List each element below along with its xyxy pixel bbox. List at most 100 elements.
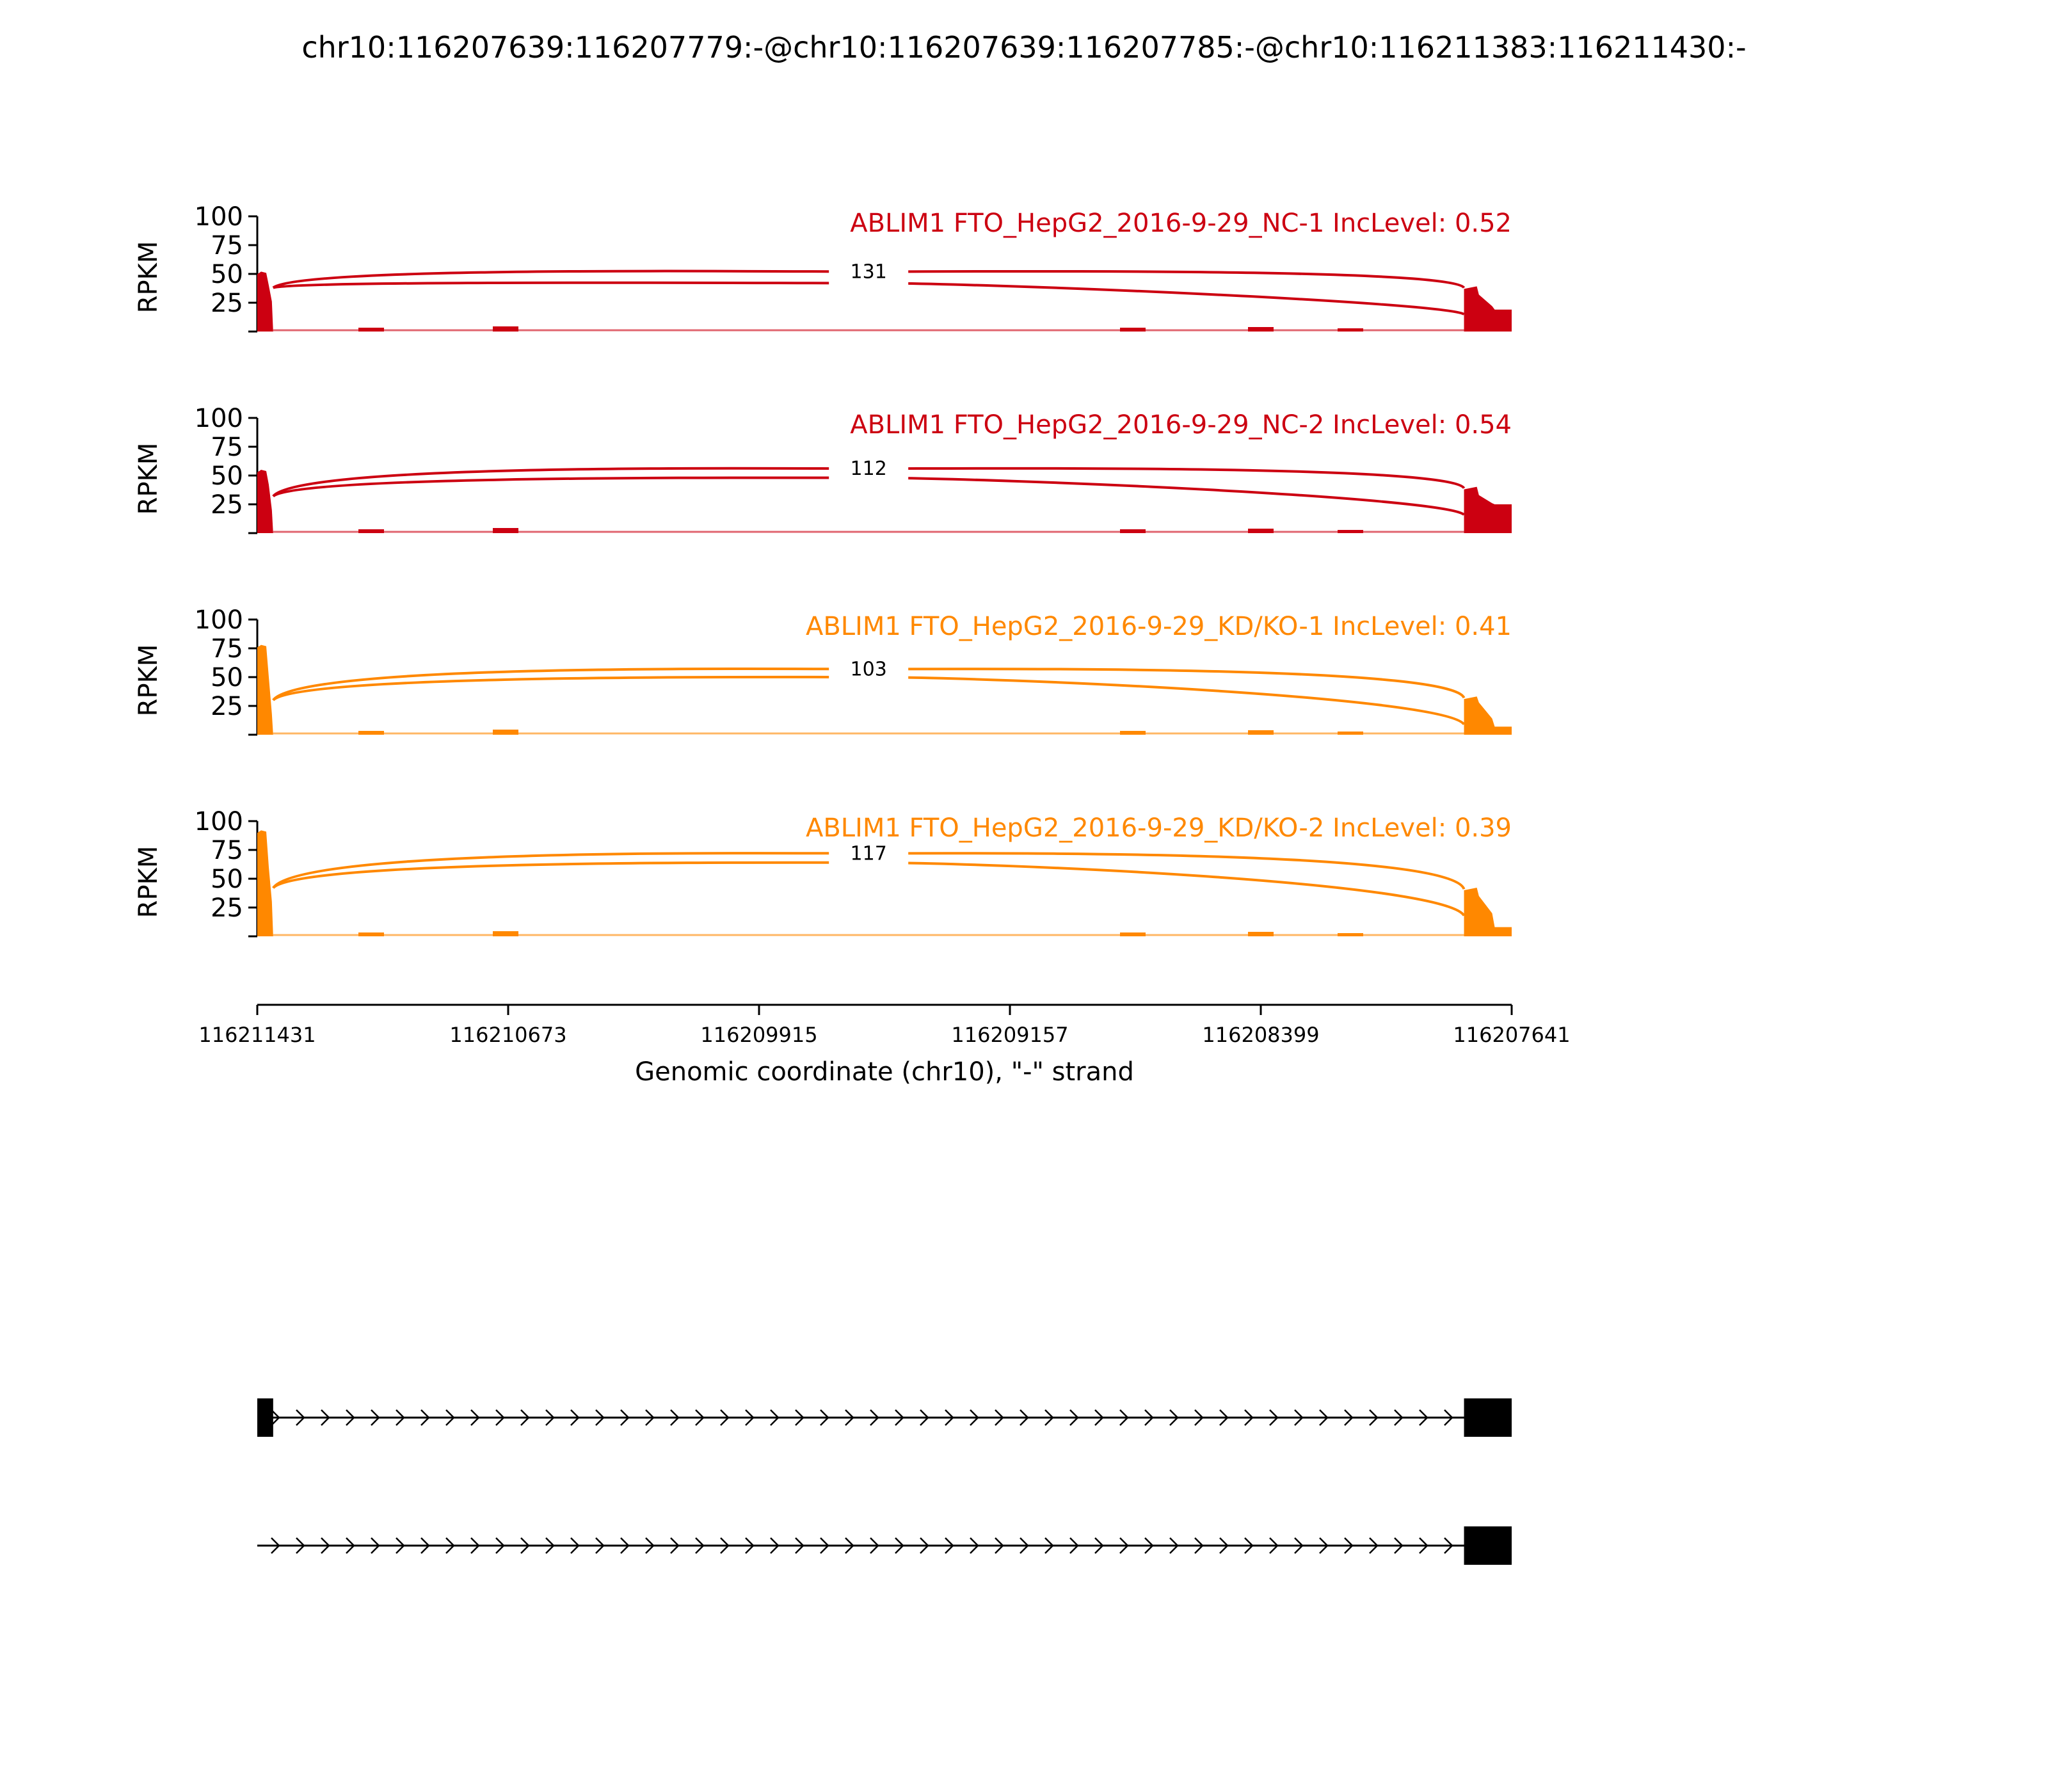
strand-arrow-icon (1394, 1537, 1404, 1554)
y-tick-label: 50 (211, 461, 243, 491)
coverage-intron-bump (1248, 932, 1274, 936)
coverage-intron-bump (358, 529, 384, 533)
strand-arrow-icon (770, 1537, 780, 1554)
coverage-intron-bump (493, 528, 518, 533)
strand-arrow-icon (1244, 1409, 1254, 1426)
x-tick-label: 116208399 (1202, 1023, 1319, 1047)
coverage-intron-bump (1338, 933, 1363, 936)
strand-arrow-icon (495, 1537, 505, 1554)
strand-arrow-icon (1194, 1537, 1204, 1554)
strand-arrow-icon (1044, 1537, 1054, 1554)
strand-arrow-icon (296, 1409, 305, 1426)
track-label: ABLIM1 FTO_HepG2_2016-9-29_NC-1 IncLevel… (850, 209, 1512, 238)
y-tick-label: 75 (211, 836, 243, 865)
y-tick-label: 100 (195, 807, 243, 836)
strand-arrow-icon (945, 1537, 954, 1554)
x-tick-label: 116207641 (1453, 1023, 1570, 1047)
y-tick-label: 75 (211, 433, 243, 462)
strand-arrow-icon (595, 1537, 605, 1554)
coverage-intron-bump (1248, 529, 1274, 533)
strand-arrow-icon (570, 1409, 580, 1426)
y-tick-label: 50 (211, 865, 243, 894)
strand-arrow-icon (595, 1409, 605, 1426)
strand-arrow-icon (470, 1537, 480, 1554)
transcript-models (257, 1398, 1512, 1565)
coverage-exon-right (1464, 486, 1512, 533)
y-tick-label: 50 (211, 663, 243, 692)
strand-arrow-icon (1119, 1537, 1129, 1554)
coverage-intron-bump (1120, 932, 1146, 936)
strand-arrow-icon (1069, 1537, 1079, 1554)
strand-arrow-icon (445, 1537, 455, 1554)
strand-arrow-icon (396, 1409, 405, 1426)
strand-arrow-icon (1194, 1409, 1204, 1426)
coverage-intron-bump (358, 328, 384, 332)
coverage-exon-right (1464, 888, 1512, 936)
x-axis: 116211431 116210673 116209915 116209157 1162… (198, 1004, 1571, 1087)
coverage-intron-bump (1338, 328, 1363, 332)
strand-arrow-icon (1119, 1409, 1129, 1426)
coverage-intron-bump (493, 730, 518, 735)
coverage-intron-bump (358, 932, 384, 936)
strand-arrow-icon (296, 1537, 305, 1554)
y-axis-label: RPKM (134, 644, 163, 717)
transcript-2 (257, 1526, 1512, 1565)
strand-arrow-icon (795, 1409, 804, 1426)
coverage-exon-left (257, 470, 273, 533)
strand-arrow-icon (1319, 1537, 1329, 1554)
strand-arrow-icon (1319, 1409, 1329, 1426)
strand-arrow-icon (1069, 1409, 1079, 1426)
strand-arrow-icon (1020, 1409, 1029, 1426)
strand-arrow-icon (420, 1537, 430, 1554)
strand-arrow-icon (695, 1537, 705, 1554)
junction-count-label: 117 (851, 842, 887, 865)
coverage-exon-left (257, 644, 273, 735)
junction-count-box (829, 257, 909, 286)
strand-arrow-icon (520, 1537, 530, 1554)
junction-arc-inner (272, 476, 1465, 516)
strand-arrow-icon (520, 1409, 530, 1426)
strand-arrow-icon (346, 1537, 355, 1554)
strand-arrow-icon (920, 1409, 929, 1426)
junction-count-label: 103 (851, 658, 887, 680)
strand-arrow-icon (271, 1537, 280, 1554)
coverage-intron-bump (1338, 530, 1363, 533)
strand-arrow-icon (895, 1409, 904, 1426)
strand-arrow-icon (1369, 1537, 1379, 1554)
exon-block (257, 1398, 273, 1437)
track-label: ABLIM1 FTO_HepG2_2016-9-29_NC-2 IncLevel… (850, 410, 1512, 440)
coverage-exon-left (257, 271, 273, 332)
coverage-intron-bump (1248, 730, 1274, 735)
strand-arrow-icon (845, 1409, 854, 1426)
strand-arrow-icon (1294, 1409, 1304, 1426)
y-tick-label: 100 (195, 404, 243, 433)
strand-arrow-icon (570, 1537, 580, 1554)
strand-arrow-icon (545, 1409, 555, 1426)
strand-arrow-icon (271, 1409, 280, 1426)
coverage-intron-bump (493, 931, 518, 936)
strand-arrow-icon (1419, 1537, 1428, 1554)
figure-title: chr10:116207639:116207779:-@chr10:116207… (301, 30, 1746, 65)
y-tick-label: 25 (211, 893, 243, 923)
strand-arrow-icon (420, 1409, 430, 1426)
strand-arrow-icon (371, 1409, 380, 1426)
strand-arrow-icon (645, 1537, 655, 1554)
y-axis-label: RPKM (134, 241, 163, 314)
strand-arrow-icon (620, 1537, 630, 1554)
strand-arrow-icon (670, 1537, 680, 1554)
junction-arc-inner (273, 281, 1465, 316)
strand-arrow-icon (1269, 1537, 1279, 1554)
strand-arrow-icon (1044, 1409, 1054, 1426)
strand-arrow-icon (745, 1409, 755, 1426)
x-axis-label: Genomic coordinate (chr10), "-" strand (635, 1057, 1134, 1087)
track-label: ABLIM1 FTO_HepG2_2016-9-29_KD/KO-1 IncLe… (806, 612, 1512, 641)
strand-arrow-icon (820, 1537, 829, 1554)
strand-arrow-icon (745, 1537, 755, 1554)
strand-arrow-icon (1219, 1409, 1229, 1426)
strand-arrow-icon (321, 1537, 330, 1554)
coverage-intron-bump (1338, 732, 1363, 735)
